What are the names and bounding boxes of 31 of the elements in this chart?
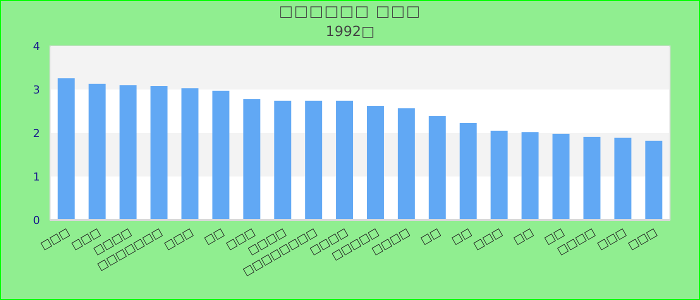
bar bbox=[583, 136, 600, 220]
y-tick-label: 0 bbox=[33, 214, 40, 227]
x-tick-label: □□ bbox=[449, 225, 474, 247]
bar bbox=[366, 106, 384, 220]
bar bbox=[88, 84, 106, 220]
bar bbox=[614, 138, 632, 220]
bar bbox=[490, 130, 508, 220]
y-tick-label: 4 bbox=[33, 40, 40, 53]
bar bbox=[428, 116, 446, 220]
bar bbox=[336, 100, 354, 220]
x-tick-label: □□ bbox=[202, 225, 226, 247]
bar bbox=[58, 78, 75, 220]
bar bbox=[243, 99, 260, 220]
bar bbox=[552, 134, 570, 220]
y-tick-label: 2 bbox=[33, 127, 40, 140]
bar bbox=[150, 86, 168, 220]
chart-subtitle: 1992□ bbox=[326, 24, 374, 40]
bar bbox=[460, 122, 477, 220]
x-tick-label: □□ bbox=[511, 225, 536, 247]
y-tick-label: 1 bbox=[33, 170, 40, 184]
x-tick-label: □□ bbox=[418, 225, 443, 247]
bar bbox=[522, 132, 539, 220]
bar bbox=[181, 88, 198, 220]
y-tick-label: 3 bbox=[33, 84, 40, 96]
bar bbox=[120, 85, 137, 220]
bar bbox=[398, 108, 415, 220]
bar bbox=[274, 100, 292, 220]
bar bbox=[305, 100, 322, 220]
bar bbox=[645, 140, 662, 220]
chart-title: □□□□□□ □□□ bbox=[278, 2, 422, 20]
bar bbox=[212, 90, 230, 220]
